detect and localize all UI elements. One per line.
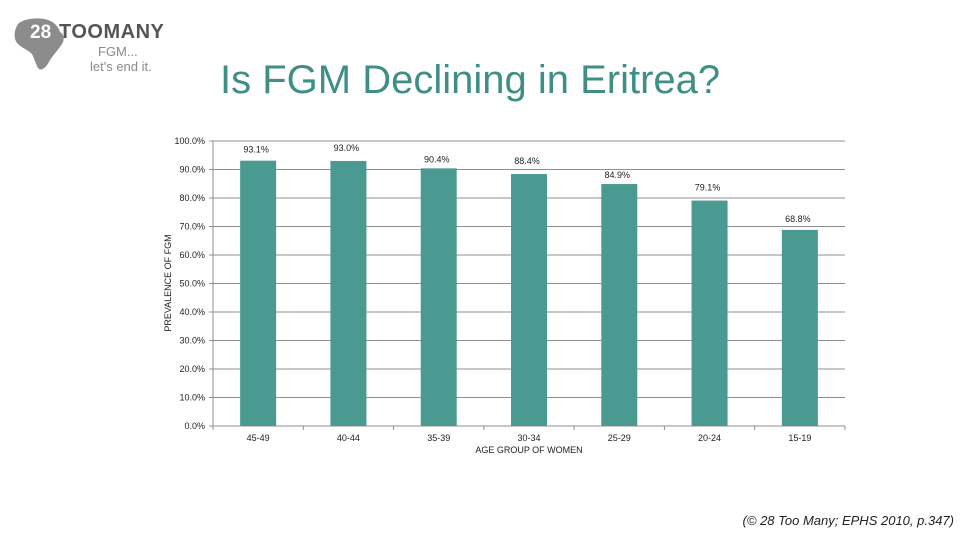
bar (511, 174, 547, 426)
y-tick-label: 50.0% (179, 279, 205, 289)
africa-map-icon (14, 18, 64, 70)
data-label: 88.4% (514, 156, 540, 166)
bar (330, 160, 367, 426)
x-tick-label: 40-44 (337, 433, 360, 443)
brand-logo: 28 TOOMANY FGM... let's end it. (10, 14, 165, 74)
y-tick-label: 80.0% (179, 193, 205, 203)
y-tick-label: 100.0% (174, 136, 205, 146)
data-label: 84.9% (605, 170, 631, 180)
bar (240, 160, 277, 427)
x-tick-label: 25-29 (608, 433, 631, 443)
source-citation: (© 28 Too Many; EPHS 2010, p.347) (742, 513, 954, 528)
x-tick-label: 15-19 (788, 433, 811, 443)
logo-tagline-1: FGM... (98, 44, 138, 59)
bar (781, 229, 818, 426)
y-tick-label: 70.0% (179, 222, 205, 232)
logo-number: 28 (30, 22, 52, 43)
x-axis-title: AGE GROUP OF WOMEN (475, 445, 582, 455)
x-tick-label: 35-39 (427, 433, 450, 443)
data-label: 93.0% (334, 143, 360, 153)
bar (420, 168, 457, 427)
slide-title: Is FGM Declining in Eritrea? (220, 58, 721, 102)
y-tick-label: 10.0% (179, 393, 205, 403)
x-tick-label: 45-49 (247, 433, 270, 443)
logo-tagline-2: let's end it. (90, 59, 152, 74)
y-tick-label: 20.0% (179, 364, 205, 374)
y-tick-label: 60.0% (179, 250, 205, 260)
data-label: 79.1% (695, 183, 721, 193)
y-tick-label: 90.0% (179, 165, 205, 175)
data-label: 68.8% (785, 214, 811, 224)
data-label: 90.4% (424, 154, 450, 164)
y-tick-label: 30.0% (179, 336, 205, 346)
data-label: 93.1% (243, 145, 269, 155)
x-tick-label: 30-34 (517, 433, 540, 443)
logo-name: TOOMANY (59, 21, 165, 43)
x-tick-label: 20-24 (698, 433, 721, 443)
bar (691, 200, 728, 426)
y-tick-label: 0.0% (184, 421, 205, 431)
y-axis-title: PREVALENCE OF FGM (163, 234, 173, 331)
y-tick-label: 40.0% (179, 307, 205, 317)
bar (601, 184, 638, 426)
